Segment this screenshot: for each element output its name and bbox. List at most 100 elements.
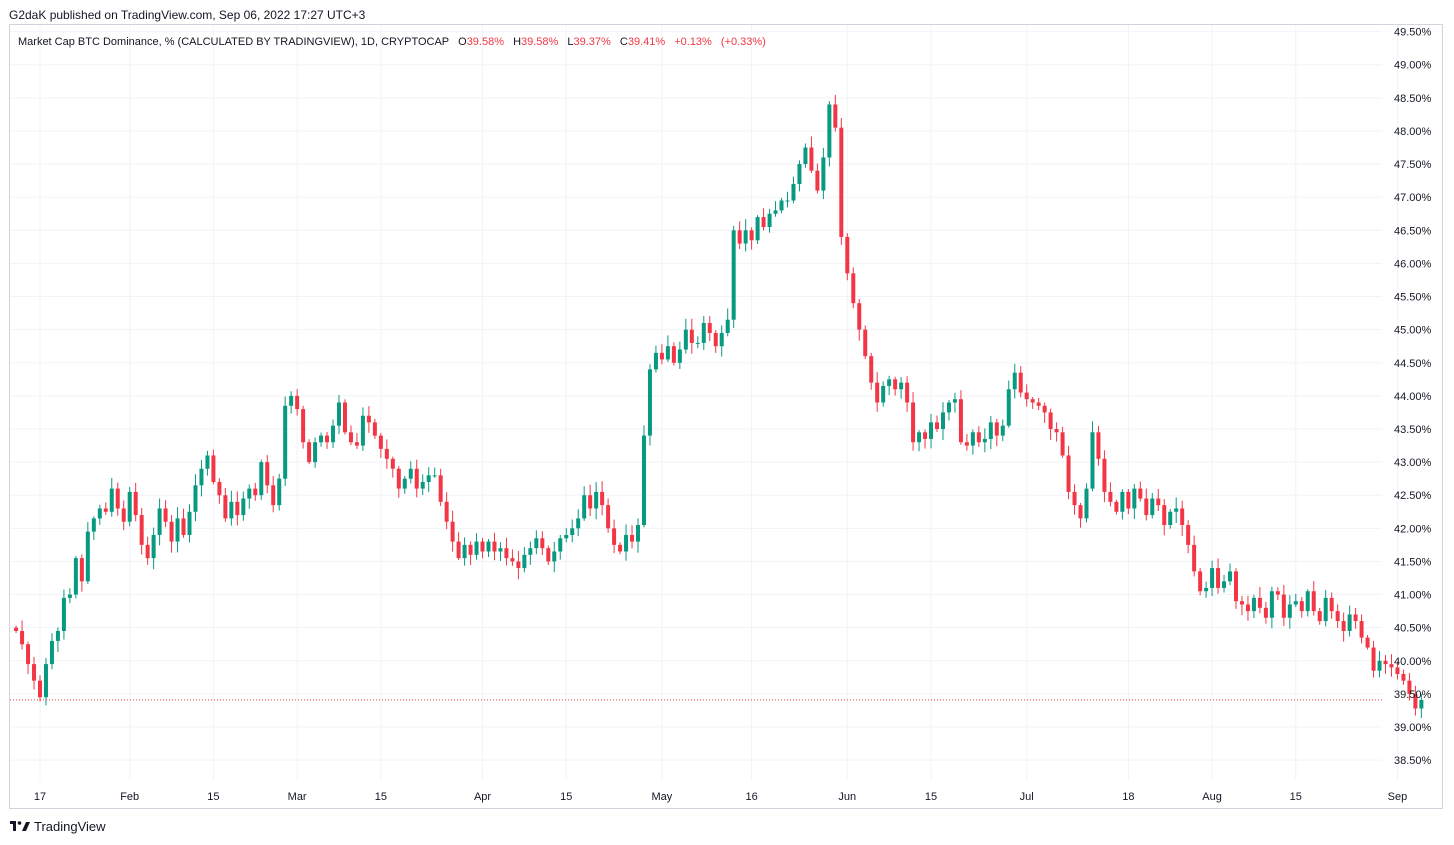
candle[interactable] <box>1335 604 1340 628</box>
candle[interactable] <box>803 143 808 168</box>
candle[interactable] <box>1030 396 1035 409</box>
candle[interactable] <box>701 316 706 350</box>
candle[interactable] <box>313 437 318 468</box>
candle[interactable] <box>994 418 999 447</box>
candle[interactable] <box>115 482 120 516</box>
candle[interactable] <box>743 219 748 252</box>
candle[interactable] <box>737 221 742 250</box>
candle[interactable] <box>761 208 766 231</box>
candle[interactable] <box>671 342 676 366</box>
candle[interactable] <box>773 201 778 217</box>
candle[interactable] <box>564 528 569 543</box>
candle[interactable] <box>229 490 234 526</box>
candle[interactable] <box>492 532 497 561</box>
candle[interactable] <box>1234 568 1238 609</box>
candle[interactable] <box>689 318 694 354</box>
candle[interactable] <box>450 510 455 552</box>
candle[interactable] <box>402 475 407 494</box>
candle[interactable] <box>157 498 162 546</box>
candle[interactable] <box>1287 595 1292 629</box>
candle[interactable] <box>641 425 646 528</box>
candle[interactable] <box>181 508 186 538</box>
candle[interactable] <box>1156 488 1161 512</box>
candle[interactable] <box>67 588 72 604</box>
candle[interactable] <box>606 498 611 533</box>
candle[interactable] <box>815 163 820 194</box>
candle[interactable] <box>713 330 718 353</box>
candle[interactable] <box>582 486 587 521</box>
candle[interactable] <box>1305 589 1310 617</box>
candle[interactable] <box>103 502 108 515</box>
candle[interactable] <box>1329 592 1334 619</box>
candle[interactable] <box>893 376 898 396</box>
candle[interactable] <box>647 364 652 446</box>
candle[interactable] <box>528 541 533 565</box>
price-axis[interactable]: 49.50% 49.00% 48.50% 48.00% 47.50% 47.00% 46.5… <box>1394 27 1432 768</box>
candle[interactable] <box>1401 669 1406 685</box>
candle[interactable] <box>79 554 84 592</box>
candle[interactable] <box>1084 483 1089 523</box>
candle[interactable] <box>91 516 96 541</box>
candle[interactable] <box>1251 594 1256 619</box>
candle[interactable] <box>169 515 174 553</box>
tradingview-logo[interactable]: TradingView <box>10 819 106 834</box>
candle[interactable] <box>438 468 443 507</box>
candle[interactable] <box>366 406 371 433</box>
candle[interactable] <box>665 335 670 362</box>
candle[interactable] <box>259 459 264 501</box>
candle[interactable] <box>1239 595 1244 616</box>
candle[interactable] <box>988 415 993 450</box>
candle[interactable] <box>289 391 294 414</box>
candle[interactable] <box>109 478 114 517</box>
candle[interactable] <box>1168 508 1173 529</box>
candle[interactable] <box>905 376 910 412</box>
candle[interactable] <box>510 549 515 566</box>
candle[interactable] <box>695 336 700 349</box>
candle[interactable] <box>1323 589 1328 627</box>
candle[interactable] <box>1341 612 1346 642</box>
candle[interactable] <box>342 399 347 435</box>
candle[interactable] <box>1012 363 1017 399</box>
candle[interactable] <box>821 147 826 200</box>
candle[interactable] <box>1078 502 1083 528</box>
candle[interactable] <box>899 376 904 399</box>
candle[interactable] <box>1311 581 1316 616</box>
candle[interactable] <box>121 500 126 531</box>
candle[interactable] <box>552 541 557 573</box>
candle[interactable] <box>73 555 78 599</box>
candle[interactable] <box>271 476 276 513</box>
candle[interactable] <box>354 433 359 450</box>
candle[interactable] <box>755 215 760 245</box>
candle[interactable] <box>139 507 144 555</box>
candle[interactable] <box>833 94 838 132</box>
candle[interactable] <box>480 537 485 559</box>
candle[interactable] <box>719 325 724 357</box>
candle[interactable] <box>791 176 796 204</box>
candle[interactable] <box>1054 422 1059 442</box>
candle[interactable] <box>1413 685 1418 716</box>
candle[interactable] <box>43 657 48 706</box>
candle[interactable] <box>1371 640 1376 678</box>
candle[interactable] <box>636 518 640 553</box>
candle[interactable] <box>1108 482 1113 507</box>
candle[interactable] <box>408 461 413 484</box>
candle[interactable] <box>301 405 306 449</box>
candle[interactable] <box>283 396 288 486</box>
candle[interactable] <box>725 308 730 337</box>
candle[interactable] <box>85 522 90 584</box>
candle[interactable] <box>456 532 461 561</box>
candle[interactable] <box>707 316 712 342</box>
candle[interactable] <box>1210 560 1215 597</box>
candle[interactable] <box>462 537 467 566</box>
candle[interactable] <box>325 431 330 449</box>
candle[interactable] <box>1216 558 1221 594</box>
candle[interactable] <box>976 426 981 447</box>
candle[interactable] <box>1024 384 1029 407</box>
candle[interactable] <box>570 519 575 543</box>
candle[interactable] <box>863 325 868 360</box>
candle[interactable] <box>964 434 969 451</box>
candle[interactable] <box>1150 492 1155 519</box>
candle[interactable] <box>384 439 389 469</box>
candle[interactable] <box>49 633 54 670</box>
candle[interactable] <box>360 407 365 451</box>
